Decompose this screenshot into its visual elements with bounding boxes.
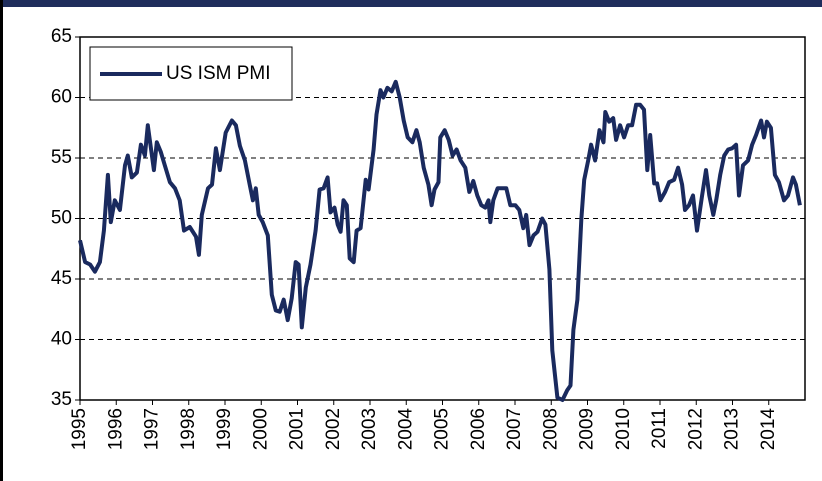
header-band [0, 0, 822, 7]
x-tick-label: 1999 [214, 408, 235, 450]
y-tick-label: 35 [51, 389, 72, 410]
x-tick-label: 1997 [142, 408, 163, 450]
x-tick-label: 2008 [540, 408, 561, 450]
x-tick-label: 2002 [323, 408, 344, 450]
x-tick-label: 2003 [359, 408, 380, 450]
data-line [78, 79, 802, 402]
y-tick-label: 40 [51, 329, 72, 350]
x-tick-label: 2012 [685, 408, 706, 450]
x-tick-label: 2011 [649, 408, 670, 449]
x-tick-label: 1995 [69, 408, 90, 450]
y-tick-label: 65 [51, 26, 72, 47]
legend-box [89, 46, 293, 101]
x-tick-label: 2006 [468, 408, 489, 450]
x-tick-label: 2004 [395, 408, 416, 451]
left-frame [0, 0, 3, 481]
x-tick-label: 1998 [178, 408, 199, 450]
x-tick-label: 2013 [722, 408, 743, 450]
x-tick-label: 2001 [287, 408, 308, 450]
x-tick-label: 2000 [250, 408, 271, 450]
x-tick-label: 2005 [432, 408, 453, 450]
y-tick-label: 55 [51, 147, 72, 168]
y-tick-label: 60 [51, 87, 72, 108]
y-tick-label: 45 [51, 268, 72, 289]
y-tick-label: 50 [51, 208, 72, 229]
x-tick-label: 2014 [758, 408, 779, 451]
x-tick-label: 2010 [613, 408, 634, 450]
x-tick-label: 1996 [105, 408, 126, 450]
legend-label: US ISM PMI [166, 63, 271, 84]
x-tick-label: 2007 [504, 408, 525, 450]
plot-border [79, 36, 806, 401]
x-tick-label: 2009 [577, 408, 598, 450]
